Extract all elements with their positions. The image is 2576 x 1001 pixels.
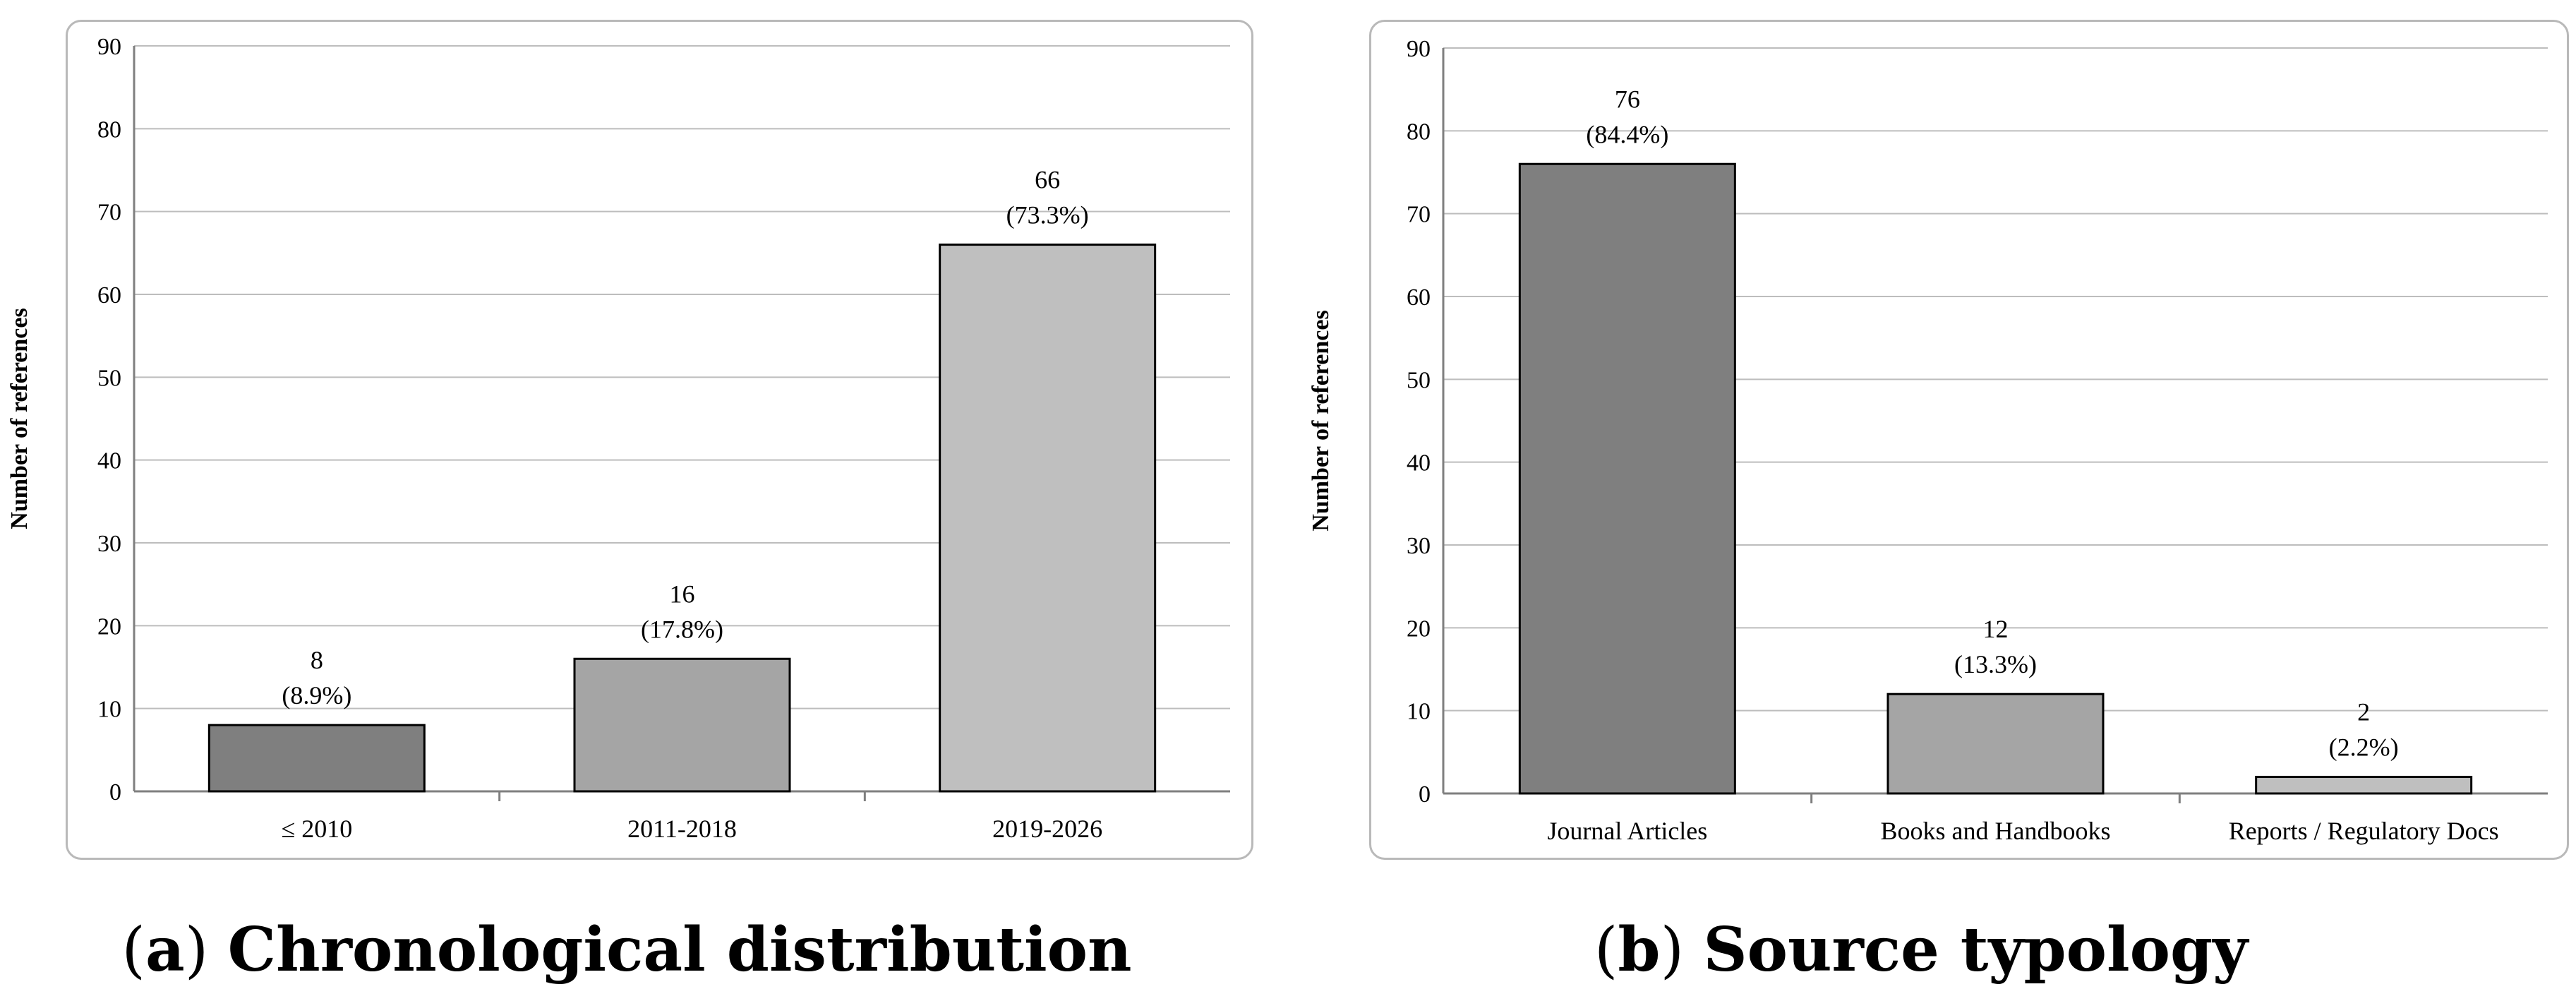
y-tick-label: 0 bbox=[1419, 781, 1431, 808]
y-tick-label: 90 bbox=[97, 34, 121, 60]
y-tick-label: 90 bbox=[1407, 36, 1431, 62]
bar-1 bbox=[1518, 162, 1736, 795]
data-label-value: 2 bbox=[2357, 698, 2370, 726]
y-tick-label: 20 bbox=[97, 613, 121, 640]
caption-a: (a) Chronological distribution bbox=[121, 914, 1132, 985]
bar-2 bbox=[573, 657, 791, 793]
caption-b: (b) Source typology bbox=[1594, 914, 2249, 985]
y-axis-label: Number of references bbox=[6, 308, 32, 529]
y-tick-label: 10 bbox=[97, 697, 121, 723]
y-tick-label: 70 bbox=[1407, 202, 1431, 228]
x-tick-label: 2019-2026 bbox=[992, 815, 1102, 843]
data-label-percent: (2.2%) bbox=[2329, 733, 2399, 762]
y-tick-label: 0 bbox=[109, 779, 121, 805]
y-tick-label: 60 bbox=[97, 282, 121, 308]
x-tick-label: ≤ 2010 bbox=[281, 815, 352, 843]
bar-3 bbox=[2255, 776, 2473, 795]
data-label-value: 16 bbox=[670, 580, 695, 608]
y-tick-label: 40 bbox=[97, 448, 121, 474]
y-tick-label: 80 bbox=[1407, 119, 1431, 145]
data-label-percent: (13.3%) bbox=[1954, 650, 2037, 678]
caption-a-text: Chronological distribution bbox=[227, 914, 1132, 985]
data-label-percent: (8.9%) bbox=[282, 681, 351, 709]
y-tick-label: 20 bbox=[1407, 616, 1431, 642]
bar-3 bbox=[939, 244, 1157, 793]
data-label-value: 76 bbox=[1615, 85, 1640, 113]
y-tick-label: 30 bbox=[97, 531, 121, 557]
y-tick-label: 10 bbox=[1407, 699, 1431, 725]
data-label-percent: (17.8%) bbox=[641, 615, 723, 643]
data-label-percent: (84.4%) bbox=[1586, 120, 1668, 148]
y-tick-label: 80 bbox=[97, 116, 121, 143]
bar-2 bbox=[1886, 693, 2105, 795]
y-axis-label: Number of references bbox=[1308, 310, 1334, 531]
y-tick-label: 50 bbox=[97, 365, 121, 391]
x-tick-label: Journal Articles bbox=[1547, 817, 1707, 845]
y-tick-label: 70 bbox=[97, 200, 121, 226]
caption-b-letter: b bbox=[1618, 914, 1661, 985]
data-label-percent: (73.3%) bbox=[1006, 201, 1089, 229]
y-tick-label: 40 bbox=[1407, 450, 1431, 476]
y-tick-label: 30 bbox=[1407, 533, 1431, 559]
y-tick-label: 60 bbox=[1407, 284, 1431, 311]
caption-a-letter: a bbox=[145, 914, 185, 985]
bar-1 bbox=[207, 724, 426, 793]
y-tick-label: 50 bbox=[1407, 367, 1431, 393]
data-label-value: 8 bbox=[311, 646, 323, 674]
data-label-value: 66 bbox=[1035, 166, 1060, 194]
x-tick-label: 2011-2018 bbox=[627, 815, 737, 843]
x-tick-label: Books and Handbooks bbox=[1881, 817, 2111, 845]
caption-b-text: Source typology bbox=[1703, 914, 2249, 985]
data-label-value: 12 bbox=[1983, 615, 2009, 643]
x-tick-label: Reports / Regulatory Docs bbox=[2229, 817, 2499, 845]
